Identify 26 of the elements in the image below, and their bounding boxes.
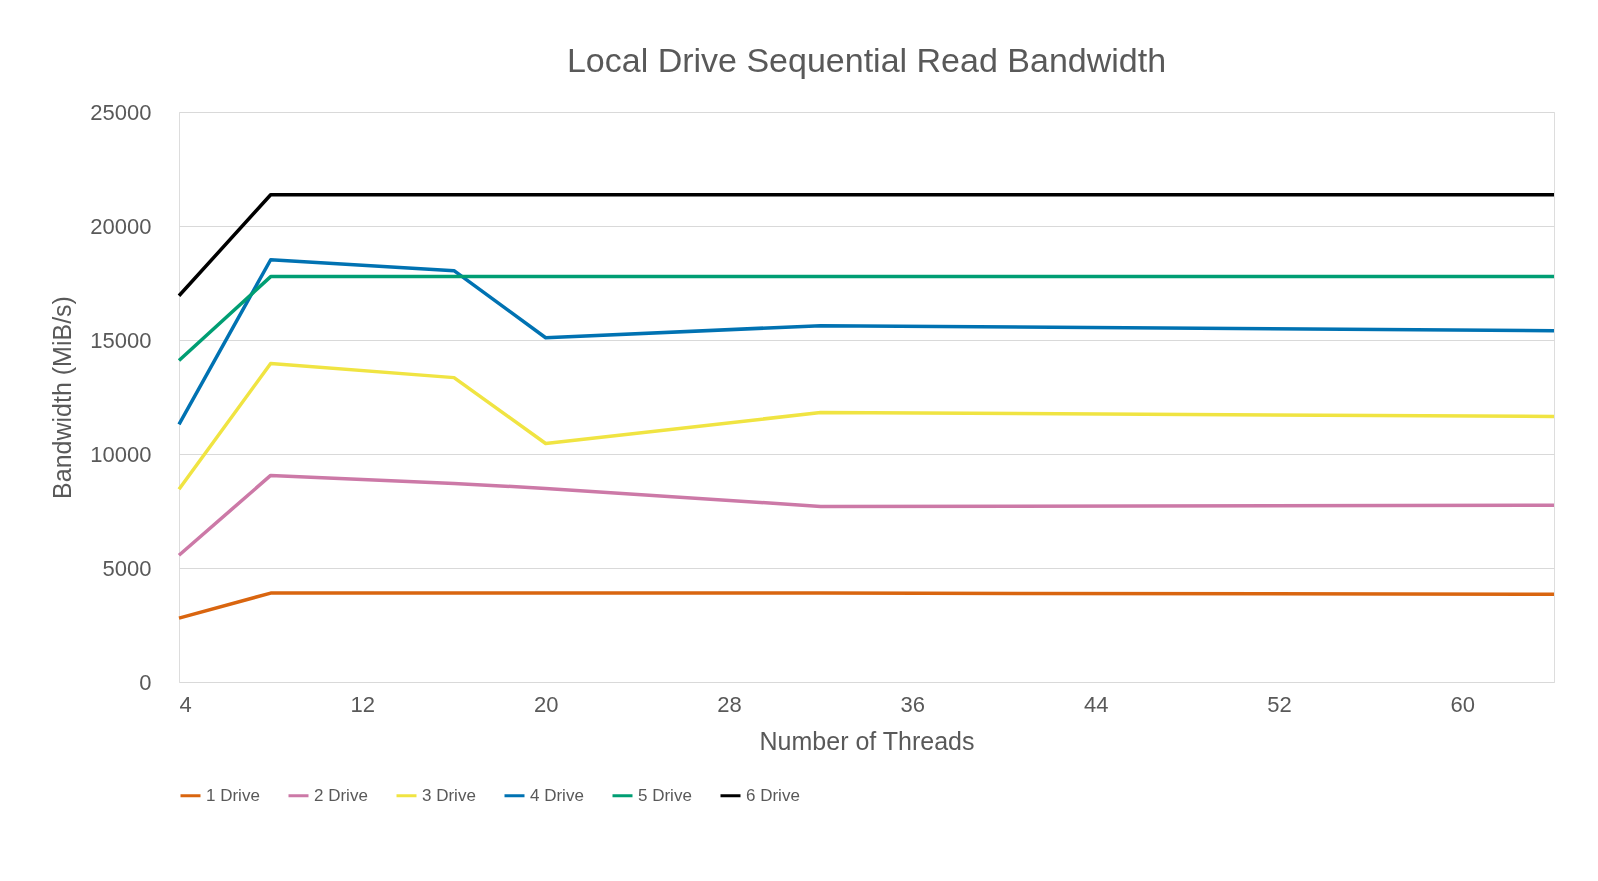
y-tick-label: 25000 (90, 99, 152, 125)
legend-label: 1 Drive (206, 785, 260, 805)
legend-label: 4 Drive (530, 785, 584, 805)
x-tick-label: 28 (717, 691, 742, 717)
line-series (177, 473, 1556, 557)
y-tick-label: 10000 (90, 441, 152, 467)
legend-label: 5 Drive (638, 785, 692, 805)
y-tick-label: 5000 (102, 555, 152, 581)
x-tick-label: 12 (350, 691, 376, 717)
y-tick-label: 0 (139, 669, 152, 695)
x-tick-label: 52 (1267, 691, 1292, 717)
y-axis-title: Bandwidth (MiB/s) (48, 296, 77, 499)
y-tick-label: 20000 (90, 213, 152, 239)
x-tick-label: 4 (179, 691, 192, 717)
x-tick-label: 44 (1083, 691, 1109, 717)
legend-label: 2 Drive (314, 785, 368, 805)
x-tick-label: 36 (900, 691, 926, 717)
line-series (177, 257, 1556, 427)
legend-label: 3 Drive (422, 785, 476, 805)
legend-label: 6 Drive (746, 785, 800, 805)
line-series (177, 361, 1556, 492)
chart-title: Local Drive Sequential Read Bandwidth (566, 41, 1167, 79)
x-tick-label: 60 (1450, 691, 1476, 717)
x-tick-label: 20 (533, 691, 559, 717)
y-tick-label: 15000 (90, 327, 152, 353)
x-axis-title: Number of Threads (759, 726, 975, 755)
